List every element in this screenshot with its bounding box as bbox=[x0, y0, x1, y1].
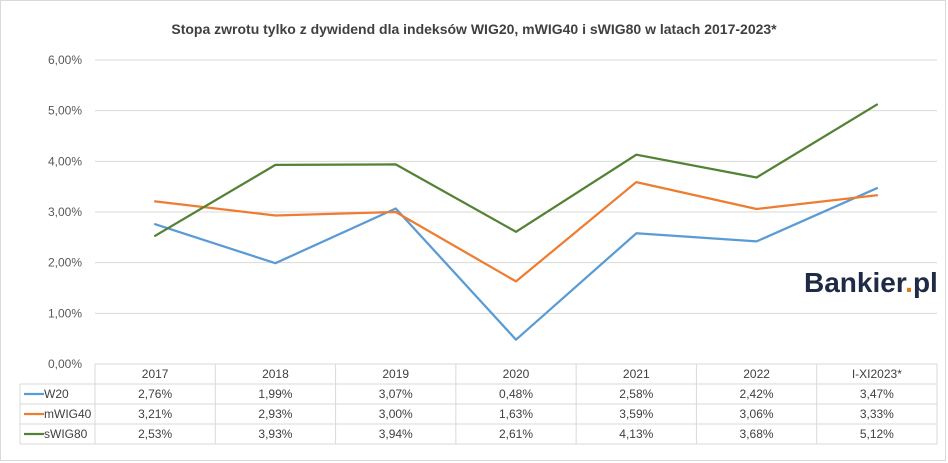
data-label: 3,00% bbox=[379, 407, 413, 421]
series-line-w20 bbox=[153, 187, 879, 341]
y-tick-label: 4,00% bbox=[48, 154, 82, 168]
y-axis: 0,00% 1,00% 2,00% 3,00% 4,00% 5,00% 6,00% bbox=[48, 53, 82, 371]
data-label: 3,47% bbox=[860, 387, 894, 401]
y-tick-label: 0,00% bbox=[48, 357, 82, 371]
series-line-mwig40 bbox=[153, 180, 879, 283]
legend-label: mWIG40 bbox=[44, 407, 92, 421]
data-label: 2,76% bbox=[138, 387, 172, 401]
x-tick-label: 2020 bbox=[503, 367, 530, 381]
x-tick-label: 2019 bbox=[382, 367, 409, 381]
x-tick-label: 2021 bbox=[623, 367, 650, 381]
data-label: 2,58% bbox=[619, 387, 653, 401]
logo-text-dot: . bbox=[905, 267, 913, 298]
data-label: 1,63% bbox=[499, 407, 533, 421]
data-label: 3,06% bbox=[740, 407, 774, 421]
series-line-swig80 bbox=[153, 103, 879, 237]
logo-text-tld: pl bbox=[913, 267, 938, 298]
data-label: 3,07% bbox=[379, 387, 413, 401]
data-table: 2017 2018 2019 2020 2021 2022 I-XI2023* W20 2,76… bbox=[19, 364, 938, 445]
data-label: 3,68% bbox=[740, 427, 774, 441]
chart-title: Stopa zwrotu tylko z dywidend dla indeks… bbox=[171, 21, 777, 37]
x-tick-label: 2022 bbox=[743, 367, 770, 381]
y-tick-label: 6,00% bbox=[48, 53, 82, 67]
legend-label: W20 bbox=[44, 387, 69, 401]
series-lines bbox=[153, 103, 879, 341]
data-label: 3,94% bbox=[379, 427, 413, 441]
svg-text:Bankier.pl: Bankier.pl bbox=[804, 267, 938, 298]
data-label: 3,21% bbox=[138, 407, 172, 421]
data-label: 2,42% bbox=[740, 387, 774, 401]
data-label: 5,12% bbox=[860, 427, 894, 441]
data-label: 2,53% bbox=[138, 427, 172, 441]
gridlines bbox=[95, 59, 937, 365]
y-tick-label: 5,00% bbox=[48, 104, 82, 118]
y-tick-label: 1,00% bbox=[48, 306, 82, 320]
data-label: 2,93% bbox=[258, 407, 292, 421]
data-label: 3,33% bbox=[860, 407, 894, 421]
logo-text-main: Bankier bbox=[804, 267, 907, 298]
data-label: 0,48% bbox=[499, 387, 533, 401]
data-label: 4,13% bbox=[619, 427, 653, 441]
x-tick-label: 2018 bbox=[262, 367, 289, 381]
x-tick-label: I-XI2023* bbox=[852, 367, 902, 381]
bankier-logo: Bankier.pl bbox=[804, 267, 938, 298]
data-label: 1,99% bbox=[258, 387, 292, 401]
data-label: 2,61% bbox=[499, 427, 533, 441]
data-label: 3,93% bbox=[258, 427, 292, 441]
x-tick-label: 2017 bbox=[142, 367, 169, 381]
y-tick-label: 3,00% bbox=[48, 205, 82, 219]
legend-label: sWIG80 bbox=[44, 427, 88, 441]
data-label: 3,59% bbox=[619, 407, 653, 421]
y-tick-label: 2,00% bbox=[48, 256, 82, 270]
